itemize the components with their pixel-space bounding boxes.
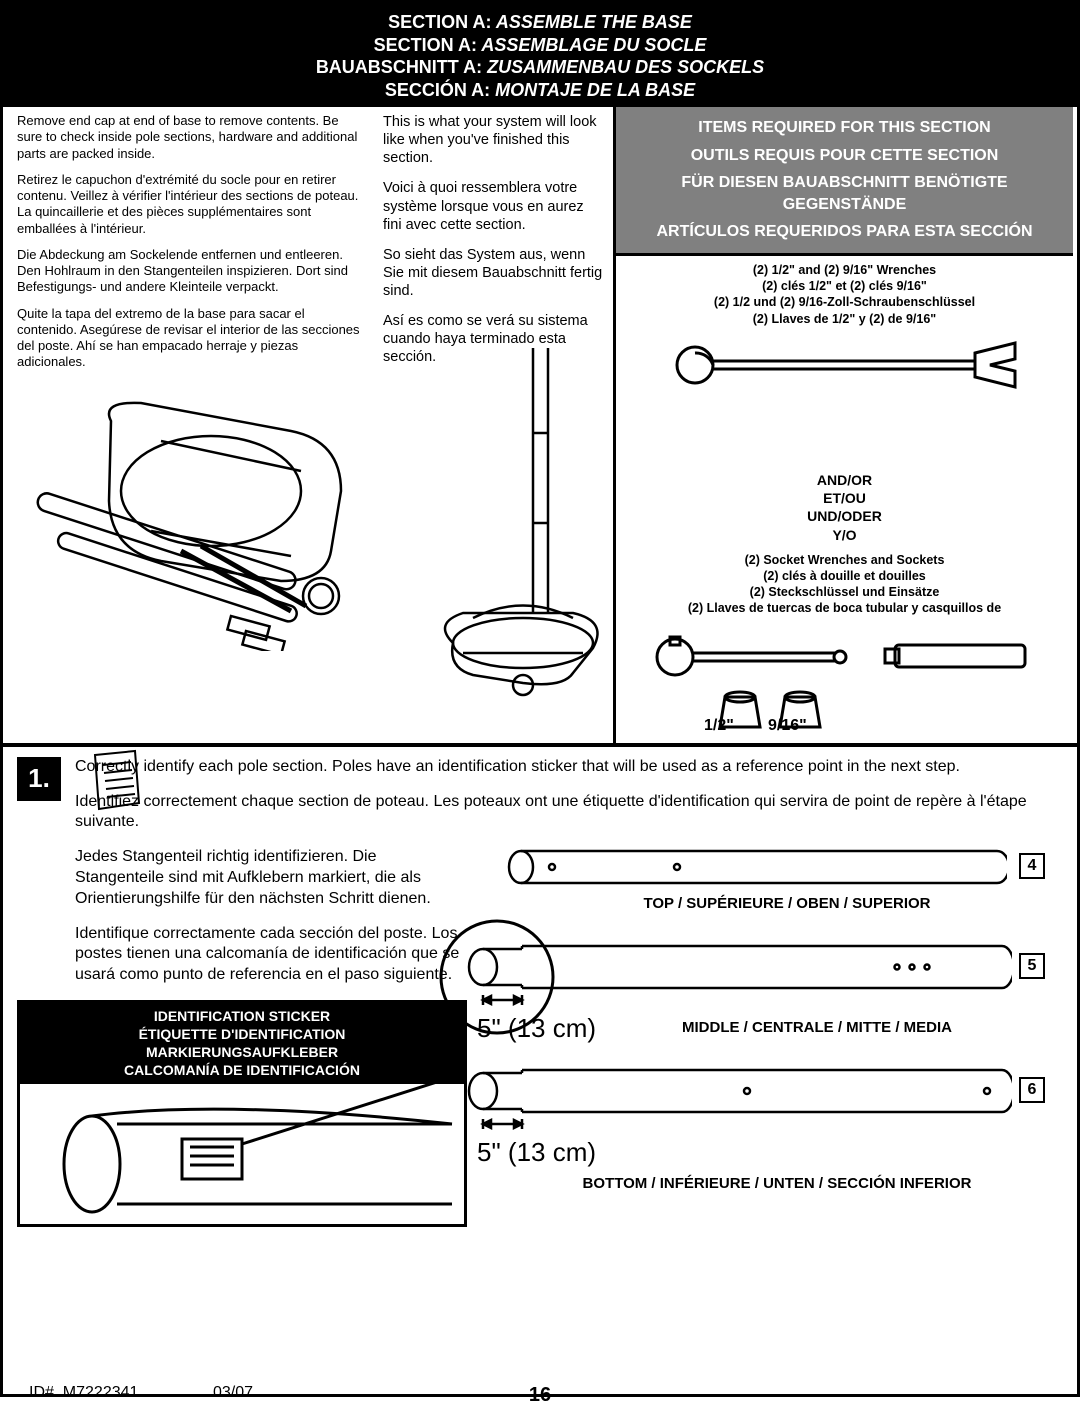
andor-de: UND/ODER bbox=[626, 507, 1063, 525]
socket-es: (2) Llaves de tuercas de boca tubular y … bbox=[626, 600, 1063, 616]
items-es: ARTÍCULOS REQUERIDOS PARA ESTA SECCIÓN bbox=[624, 221, 1065, 243]
header-de-label: BAUABSCHNITT A: bbox=[316, 57, 482, 77]
id-sticker-box: IDENTIFICATION STICKER ÉTIQUETTE D'IDENT… bbox=[17, 1000, 467, 1227]
page: SECTION A: ASSEMBLE THE BASE SECTION A: … bbox=[0, 0, 1080, 1397]
wrench-fr: (2) clés 1/2" et (2) clés 9/16" bbox=[626, 278, 1063, 294]
sticker-callout-icon bbox=[87, 747, 147, 817]
step-number: 1. bbox=[17, 757, 61, 801]
idstk-es: CALCOMANÍA DE IDENTIFICACIÓN bbox=[26, 1061, 458, 1079]
part-num-5: 5 bbox=[1019, 953, 1045, 979]
lower-left: Jedes Stangenteil richtig identifizieren… bbox=[17, 847, 467, 1227]
footer-date: 03/07 bbox=[213, 1384, 253, 1402]
pole-bottom-label: BOTTOM / INFÉRIEURE / UNTEN / SECCIÓN IN… bbox=[507, 1175, 1047, 1192]
id-sticker-illustration bbox=[20, 1084, 464, 1224]
preview-en: This is what your system will look like … bbox=[383, 113, 605, 167]
socket-fr: (2) clés à douille et douilles bbox=[626, 568, 1063, 584]
endcap-de: Die Abdeckung am Sockelende entfernen un… bbox=[17, 247, 365, 296]
andor-fr: ET/OU bbox=[626, 489, 1063, 507]
lower-zone: Jedes Stangenteil richtig identifizieren… bbox=[3, 847, 1077, 1227]
endcap-en: Remove end cap at end of base to remove … bbox=[17, 113, 365, 162]
pole-top-label: TOP / SUPÉRIEURE / OBEN / SUPERIOR bbox=[587, 895, 987, 912]
items-de: FÜR DIESEN BAUABSCHNITT BENÖTIGTE GEGENS… bbox=[624, 172, 1065, 215]
wrench-list: (2) 1/2" and (2) 9/16" Wrenches (2) clés… bbox=[626, 262, 1063, 327]
header-fr-label: SECTION A: bbox=[374, 35, 477, 55]
base-contents-illustration bbox=[31, 381, 371, 651]
andor-es: Y/O bbox=[626, 526, 1063, 544]
wrench-es: (2) Llaves de 1/2" y (2) de 9/16" bbox=[626, 311, 1063, 327]
header-de: ZUSAMMENBAU DES SOCKELS bbox=[487, 57, 764, 77]
idstk-de: MARKIERUNGSAUFKLEBER bbox=[26, 1043, 458, 1061]
pole-bottom-dim: 5" (13 cm) bbox=[477, 1137, 596, 1168]
wrench-en: (2) 1/2" and (2) 9/16" Wrenches bbox=[626, 262, 1063, 278]
idstk-en: IDENTIFICATION STICKER bbox=[26, 1007, 458, 1025]
step1-de: Jedes Stangenteil richtig identifizieren… bbox=[17, 847, 467, 909]
page-number: 16 bbox=[529, 1384, 551, 1407]
size-half: 1/2" bbox=[704, 716, 734, 737]
endcap-fr: Retirez le capuchon d'extrémité du socle… bbox=[17, 172, 365, 237]
items-required-header: ITEMS REQUIRED FOR THIS SECTION OUTILS R… bbox=[616, 107, 1073, 256]
tools-area: (2) 1/2" and (2) 9/16" Wrenches (2) clés… bbox=[616, 256, 1073, 743]
step-1: 1. Correctly identify each pole section.… bbox=[3, 747, 1077, 847]
step1-es: Identifique correctamente cada sección d… bbox=[17, 924, 467, 986]
top-zone: Remove end cap at end of base to remove … bbox=[3, 107, 1077, 747]
header-es: MONTAJE DE LA BASE bbox=[495, 80, 695, 100]
header-fr: ASSEMBLAGE DU SOCLE bbox=[481, 35, 706, 55]
wrench-icon bbox=[655, 335, 1035, 395]
socket-list: (2) Socket Wrenches and Sockets (2) clés… bbox=[626, 552, 1063, 617]
header-en-label: SECTION A: bbox=[388, 12, 491, 32]
part-num-4: 4 bbox=[1019, 853, 1045, 879]
socket-en: (2) Socket Wrenches and Sockets bbox=[626, 552, 1063, 568]
preview-fr: Voici à quoi ressemblera votre système l… bbox=[383, 179, 605, 233]
pole-top-svg bbox=[507, 847, 1007, 887]
items-en: ITEMS REQUIRED FOR THIS SECTION bbox=[624, 117, 1065, 139]
step1-fr: Identifiez correctement chaque section d… bbox=[75, 792, 1063, 834]
endcap-es: Quite la tapa del extremo de la base par… bbox=[17, 306, 365, 371]
section-header: SECTION A: ASSEMBLE THE BASE SECTION A: … bbox=[3, 3, 1077, 107]
socket-de: (2) Steckschlüssel und Einsätze bbox=[626, 584, 1063, 600]
endcap-instructions: Remove end cap at end of base to remove … bbox=[3, 107, 375, 743]
pole-diagrams: 4 TOP / SUPÉRIEURE / OBEN / SUPERIOR bbox=[467, 847, 1063, 1227]
size-916: 9/16" bbox=[768, 716, 807, 737]
assembled-system-illustration bbox=[423, 343, 623, 703]
andor-block: AND/OR ET/OU UND/ODER Y/O bbox=[626, 471, 1063, 544]
preview-de: So sieht das System aus, wenn Sie mit di… bbox=[383, 246, 605, 300]
required-items-panel: ITEMS REQUIRED FOR THIS SECTION OUTILS R… bbox=[613, 107, 1073, 743]
header-es-label: SECCIÓN A: bbox=[385, 80, 490, 100]
part-num-6: 6 bbox=[1019, 1077, 1045, 1103]
pole-middle-dim: 5" (13 cm) bbox=[477, 1013, 596, 1044]
step1-en: Correctly identify each pole section. Po… bbox=[75, 757, 1063, 778]
step-texts: Correctly identify each pole section. Po… bbox=[75, 757, 1063, 847]
footer-id: ID# M7222341 bbox=[29, 1384, 138, 1402]
andor-en: AND/OR bbox=[626, 471, 1063, 489]
idstk-fr: ÉTIQUETTE D'IDENTIFICATION bbox=[26, 1025, 458, 1043]
wrench-de: (2) 1/2 und (2) 9/16-Zoll-Schraubenschlü… bbox=[626, 294, 1063, 310]
pole-bottom-svg bbox=[467, 1067, 1012, 1137]
items-fr: OUTILS REQUIS POUR CETTE SECTION bbox=[624, 145, 1065, 167]
pole-middle-label: MIDDLE / CENTRALE / MITTE / MEDIA bbox=[617, 1019, 1017, 1036]
header-en: ASSEMBLE THE BASE bbox=[496, 12, 692, 32]
id-sticker-title: IDENTIFICATION STICKER ÉTIQUETTE D'IDENT… bbox=[20, 1003, 464, 1084]
